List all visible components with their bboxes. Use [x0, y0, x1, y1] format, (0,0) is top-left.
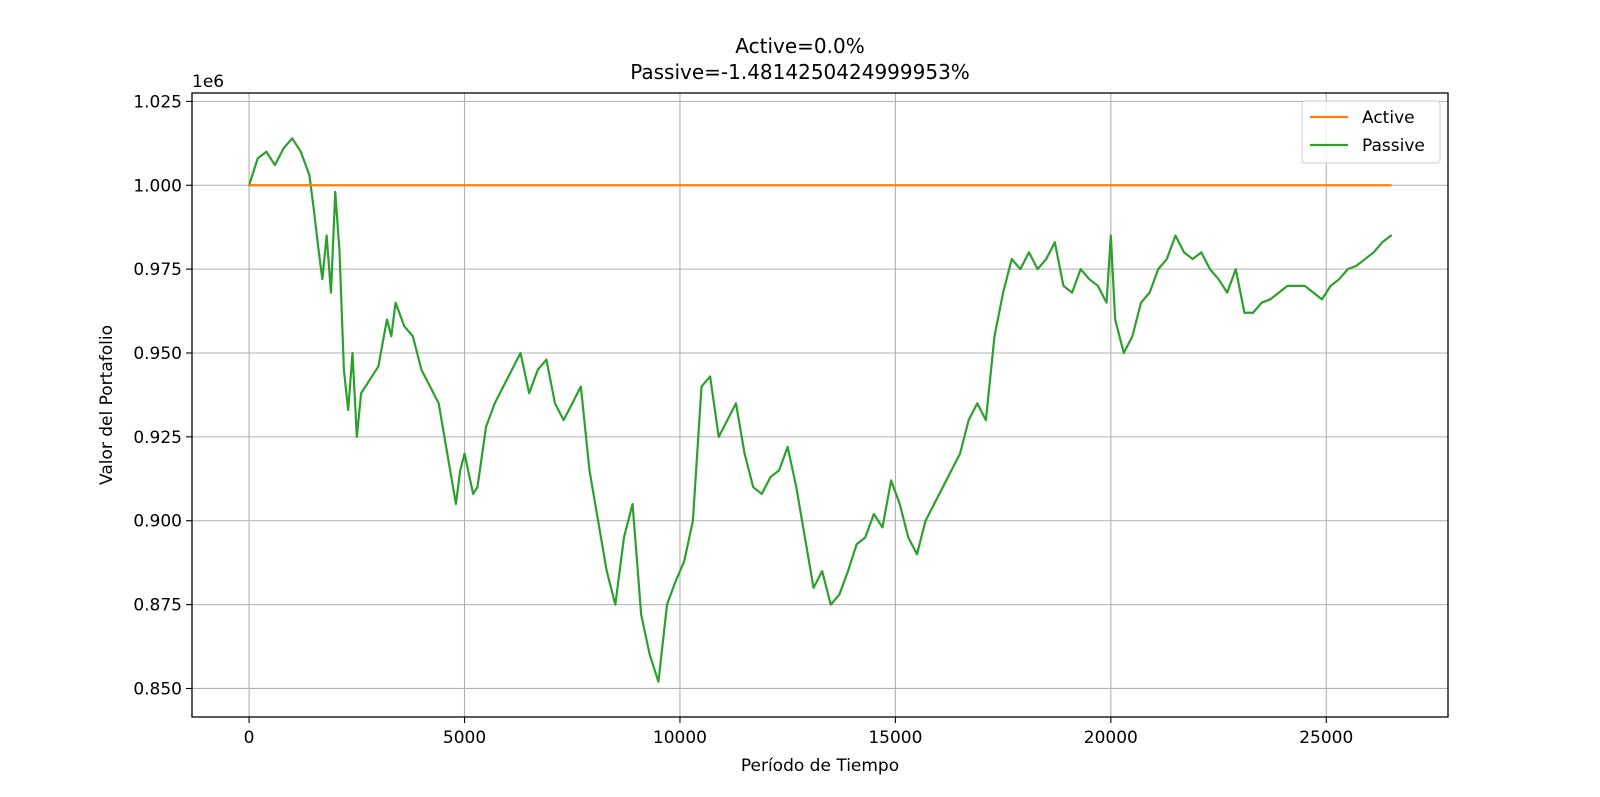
x-tick-label: 20000: [1084, 728, 1138, 748]
y-tick-label: 0.950: [133, 344, 182, 364]
x-tick-label: 15000: [868, 728, 922, 748]
x-tick-label: 10000: [653, 728, 707, 748]
y-tick-label: 0.975: [133, 260, 182, 280]
x-tick-label: 5000: [443, 728, 486, 748]
grid: [192, 93, 1448, 717]
chart-title-line-2: Passive=-1.4814250424999953%: [630, 60, 970, 84]
y-tick-label: 0.875: [133, 596, 182, 616]
x-tick-label: 0: [244, 728, 255, 748]
axis-ticks: 0 5000 10000 15000 20000 25000 0.850 0.875 0.900…: [133, 92, 1353, 748]
y-tick-label: 0.850: [133, 679, 182, 699]
plot-frame: [191, 92, 1449, 718]
legend-label-passive: Passive: [1362, 136, 1425, 156]
series-lines: [247, 137, 1393, 683]
y-tick-label: 1.025: [133, 92, 182, 112]
series-line-passive: [247, 137, 1393, 683]
y-axis-label: Valor del Portafolio: [97, 325, 117, 485]
x-tick-label: 25000: [1299, 728, 1353, 748]
y-tick-label: 1.000: [133, 176, 182, 196]
legend: Active Passive: [1301, 100, 1441, 164]
y-tick-label: 0.900: [133, 512, 182, 532]
legend-label-active: Active: [1362, 108, 1415, 128]
y-offset-label: 1e6: [192, 72, 224, 92]
x-axis-label: Período de Tiempo: [741, 756, 899, 776]
chart-title-line-1: Active=0.0%: [735, 34, 864, 58]
y-tick-label: 0.925: [133, 428, 182, 448]
